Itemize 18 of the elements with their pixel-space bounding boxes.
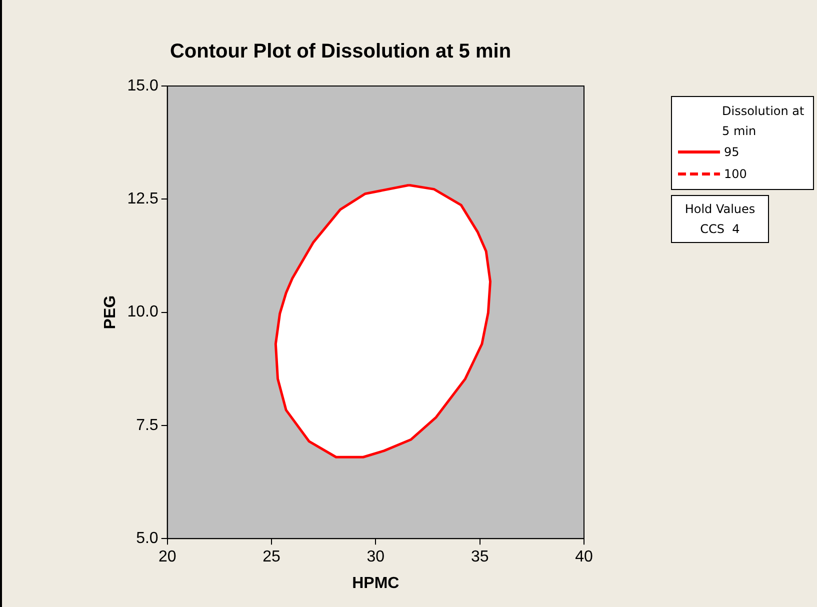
x-tick-label: 30 — [366, 548, 385, 566]
text: Hold Values — [684, 201, 756, 218]
x-tick-label: 25 — [262, 548, 281, 566]
y-axis-title: PEG — [102, 295, 120, 330]
chart-title: Contour Plot of Dissolution at 5 min — [170, 40, 512, 63]
x-tick-label: 35 — [470, 548, 489, 566]
text: CCS 4 — [699, 221, 741, 238]
y-tick-label: 10.0 — [127, 304, 158, 321]
y-tick-label: 15.0 — [127, 77, 158, 94]
x-tick-label: 20 — [158, 548, 176, 566]
x-tick-label: 40 — [575, 548, 593, 566]
y-tick-label: 7.5 — [136, 416, 158, 434]
legend-label: 100 — [724, 167, 747, 181]
legend-label: 95 — [724, 145, 740, 159]
y-tick-label: 12.5 — [127, 190, 158, 208]
legend-title: Dissolution at 5 min — [721, 103, 806, 140]
x-axis-title: HPMC — [352, 574, 400, 592]
y-tick-label: 5.0 — [136, 530, 158, 548]
